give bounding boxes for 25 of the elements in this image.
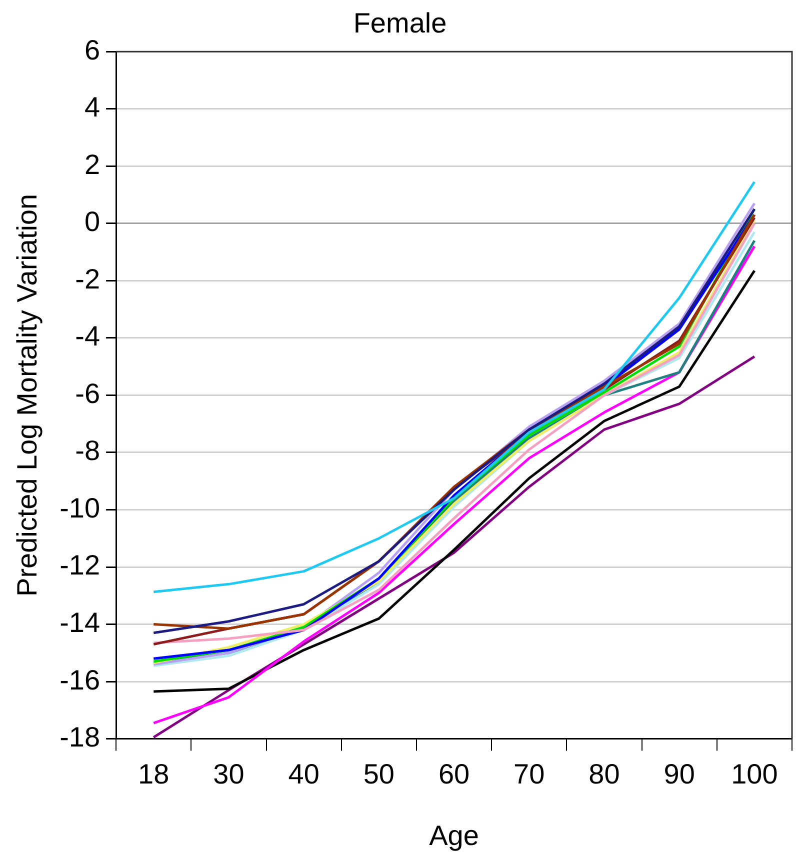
y-tick-label: -14: [60, 606, 100, 638]
x-tick-label: 40: [288, 758, 320, 790]
y-tick-label: 6: [84, 34, 100, 66]
x-tick-label: 18: [138, 758, 170, 790]
x-tick-label: 70: [514, 758, 545, 790]
chart-title: Female: [353, 8, 447, 39]
y-tick-label: -8: [75, 435, 100, 466]
y-tick-label: -6: [75, 378, 100, 409]
y-tick-label: -2: [75, 263, 100, 294]
y-tick-label: -12: [60, 550, 100, 581]
y-tick-label: -10: [60, 492, 100, 524]
y-tick-label: -18: [60, 722, 100, 753]
x-tick-label: 50: [363, 758, 395, 790]
y-tick-label: 2: [84, 148, 100, 180]
x-tick-label: 80: [588, 758, 620, 790]
y-tick-label: 4: [84, 92, 100, 123]
y-tick-label: 0: [84, 206, 100, 238]
x-tick-label: 60: [438, 758, 470, 790]
y-tick-label: -16: [60, 664, 100, 696]
x-tick-label: 100: [731, 758, 778, 790]
x-tick-label: 90: [664, 758, 695, 790]
x-axis-title: Age: [429, 820, 479, 851]
y-tick-label: -4: [75, 320, 100, 352]
x-tick-label: 30: [213, 758, 244, 790]
y-axis-title: Predicted Log Mortality Variation: [12, 194, 43, 596]
